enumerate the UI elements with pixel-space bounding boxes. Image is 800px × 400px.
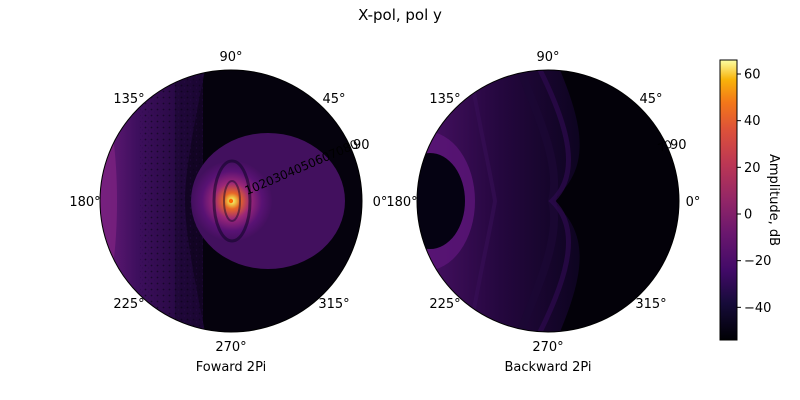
radial-tick-label: 70 — [327, 143, 346, 162]
radial-tick-label: 90 — [670, 138, 687, 153]
radial-tick-label: 20 — [257, 173, 276, 192]
colorbar-ticks: 60 40 20 0 −20 −40 — [737, 68, 771, 316]
radial-tick-label: 70 — [656, 137, 674, 154]
angle-tick-label: 90° — [536, 50, 559, 65]
angle-tick-label: 270° — [215, 340, 246, 355]
colorbar-tick-label: 40 — [744, 114, 761, 129]
radial-tick-label: 50 — [299, 155, 318, 174]
angle-tick-label: 225° — [113, 297, 144, 312]
angle-tick-label: 180° — [69, 195, 100, 210]
angle-tick-label: 270° — [532, 340, 563, 355]
radial-tick-label: 80 — [341, 137, 360, 156]
colorbar-tick-label: −40 — [744, 301, 771, 316]
peak-marker — [228, 198, 234, 204]
colorbar-tick-label: 0 — [744, 208, 752, 223]
colorbar-tick-label: 20 — [744, 161, 761, 176]
angle-tick-label: 315° — [635, 297, 666, 312]
polar-plot-forward: 0° 45° 90° 135° 180° 225° 270° 315° 10 2… — [69, 50, 387, 375]
colorbar: 60 40 20 0 −20 −40 Amplitude, dB — [719, 59, 781, 341]
angle-tick-label: 0° — [373, 195, 388, 210]
xlabel-backward: Backward 2Pi — [504, 360, 591, 375]
xlabel-forward: Foward 2Pi — [196, 360, 267, 375]
heatmap-forward — [100, 70, 362, 332]
angle-tick-label: 45° — [639, 92, 662, 107]
colorbar-gradient — [719, 59, 738, 341]
angle-tick-label: 135° — [113, 92, 144, 107]
figure-title: X-pol, pol y — [358, 6, 442, 24]
angle-tick-label: 180° — [386, 195, 417, 210]
polar-plot-backward: 0° 45° 90° 135° 180° 225° 270° 315° 90 7… — [386, 50, 701, 375]
radial-tick-label: 40 — [285, 161, 304, 180]
radial-tick-label: 30 — [271, 167, 290, 186]
angle-tick-label: 90° — [219, 50, 242, 65]
polar-frame-backward — [416, 69, 680, 333]
heatmap-backward — [417, 70, 679, 332]
angle-tick-label: 135° — [429, 92, 460, 107]
radial-tick-label: 10 — [243, 179, 262, 198]
angle-tick-label: 45° — [322, 92, 345, 107]
colorbar-tick-label: 60 — [744, 68, 761, 83]
angle-tick-label: 0° — [686, 195, 701, 210]
colorbar-tick-label: −20 — [744, 254, 771, 269]
colorbar-label: Amplitude, dB — [766, 154, 781, 246]
polar-frame-forward — [99, 69, 363, 333]
angle-tick-label: 315° — [318, 297, 349, 312]
radial-tick-label: 90 — [353, 138, 370, 153]
angle-tick-label: 225° — [429, 297, 460, 312]
radial-tick-label: 60 — [313, 149, 332, 168]
